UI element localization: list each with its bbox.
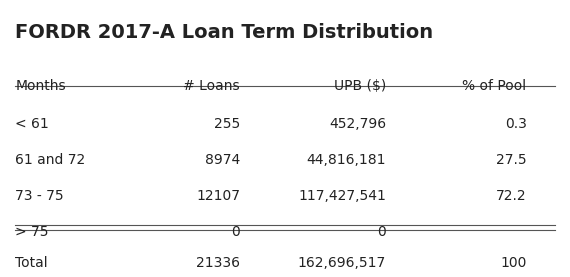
Text: 8974: 8974 (205, 153, 240, 166)
Text: FORDR 2017-A Loan Term Distribution: FORDR 2017-A Loan Term Distribution (15, 23, 434, 42)
Text: 0: 0 (231, 225, 240, 239)
Text: % of Pool: % of Pool (462, 79, 527, 93)
Text: 21336: 21336 (196, 256, 240, 270)
Text: 0.3: 0.3 (504, 117, 527, 130)
Text: 27.5: 27.5 (496, 153, 527, 166)
Text: 117,427,541: 117,427,541 (298, 189, 386, 203)
Text: 452,796: 452,796 (329, 117, 386, 130)
Text: Total: Total (15, 256, 48, 270)
Text: > 75: > 75 (15, 225, 49, 239)
Text: 255: 255 (214, 117, 240, 130)
Text: 0: 0 (377, 225, 386, 239)
Text: < 61: < 61 (15, 117, 49, 130)
Text: 12107: 12107 (196, 189, 240, 203)
Text: 44,816,181: 44,816,181 (307, 153, 386, 166)
Text: 61 and 72: 61 and 72 (15, 153, 86, 166)
Text: # Loans: # Loans (184, 79, 240, 93)
Text: 73 - 75: 73 - 75 (15, 189, 64, 203)
Text: 72.2: 72.2 (496, 189, 527, 203)
Text: Months: Months (15, 79, 66, 93)
Text: 100: 100 (500, 256, 527, 270)
Text: 162,696,517: 162,696,517 (298, 256, 386, 270)
Text: UPB ($): UPB ($) (334, 79, 386, 93)
